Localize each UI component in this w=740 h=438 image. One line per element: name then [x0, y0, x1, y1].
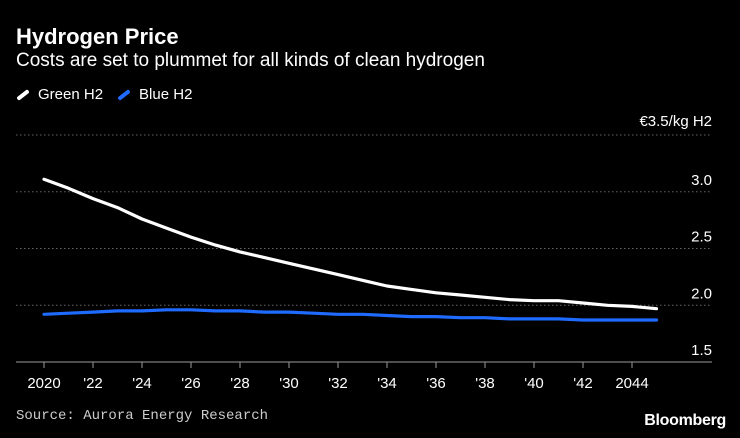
y-tick-label-3: 2.0 — [691, 285, 712, 302]
x-tick-label-5: '30 — [279, 375, 299, 392]
x-tick-label-7: '34 — [377, 375, 397, 392]
legend-item-green-h2: Green H2 — [16, 86, 103, 103]
series-line-green-h2 — [42, 177, 659, 311]
chart-subtitle: Costs are set to plummet for all kinds o… — [16, 50, 485, 71]
x-tick-label-11: '42 — [573, 375, 593, 392]
x-tick-label-12: 2044 — [615, 375, 648, 392]
x-tick-label-0: 2020 — [27, 375, 60, 392]
x-tick-label-6: '32 — [328, 375, 348, 392]
y-tick-label-4: 1.5 — [691, 342, 712, 359]
source-note: Source: Aurora Energy Research — [16, 408, 269, 424]
x-tick-label-3: '26 — [181, 375, 201, 392]
y-tick-label-0: €3.5/kg H2 — [639, 113, 712, 130]
x-tick-label-4: '28 — [230, 375, 250, 392]
bloomberg-logo: Bloomberg — [644, 412, 726, 429]
x-tick-label-1: '22 — [83, 375, 103, 392]
x-tick-label-2: '24 — [132, 375, 152, 392]
legend: Green H2 Blue H2 — [16, 86, 206, 103]
x-tick-label-10: '40 — [524, 375, 544, 392]
y-tick-label-1: 3.0 — [691, 172, 712, 189]
chart-title: Hydrogen Price — [16, 24, 179, 49]
series-line-blue-h2 — [42, 308, 659, 322]
y-tick-label-2: 2.5 — [691, 229, 712, 246]
legend-item-blue-h2: Blue H2 — [117, 86, 192, 103]
x-tick-label-9: '38 — [475, 375, 495, 392]
x-tick-label-8: '36 — [426, 375, 446, 392]
legend-label-green-h2: Green H2 — [38, 86, 104, 103]
legend-label-blue-h2: Blue H2 — [139, 86, 193, 103]
